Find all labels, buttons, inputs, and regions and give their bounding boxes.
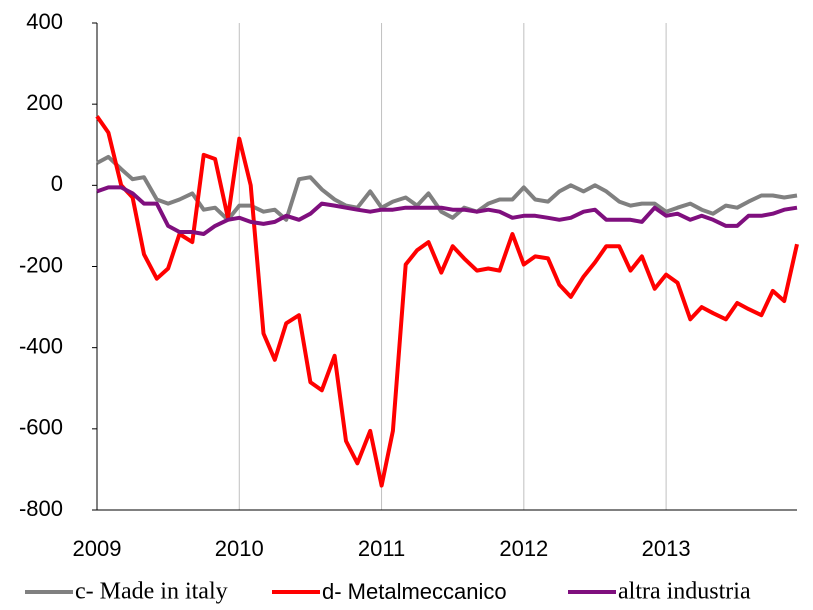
y-tick-label: -800: [19, 496, 63, 521]
x-tick-label: 2010: [215, 536, 264, 561]
series-line: [96, 185, 798, 236]
y-tick-label: -200: [19, 252, 63, 277]
x-tick-label: 2011: [358, 536, 405, 561]
series-line: [96, 154, 798, 222]
x-tick-label: 2013: [642, 536, 691, 561]
y-tick-label: -600: [19, 415, 63, 440]
y-tick-label: -400: [19, 333, 63, 358]
series-line: [95, 115, 799, 488]
legend-label: d- Metalmeccanico: [322, 579, 507, 604]
x-tick-label: 2009: [73, 536, 122, 561]
y-tick-label: 0: [51, 171, 63, 196]
legend-label: altra industria: [618, 579, 751, 605]
x-tick-label: 2012: [499, 536, 548, 561]
legend-background: [0, 568, 813, 610]
y-tick-label: 400: [26, 9, 63, 34]
legend-label: c- Made in italy: [75, 579, 228, 605]
y-tick-label: 200: [26, 90, 63, 115]
